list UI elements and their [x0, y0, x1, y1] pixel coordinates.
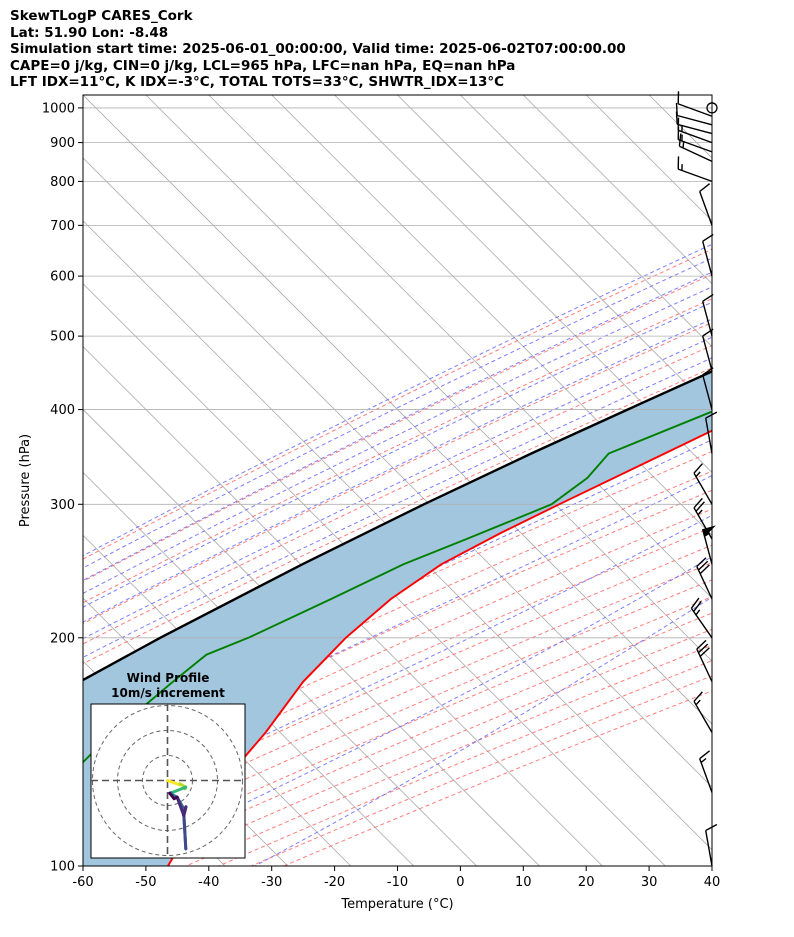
y-tick-label: 600 [50, 270, 75, 285]
dry-adiabat-line [83, 544, 712, 823]
wind-barb [705, 411, 718, 454]
cape-line: CAPE=0 j/kg, CIN=0 j/kg, LCL=965 hPa, LF… [10, 57, 516, 74]
wind-barb [693, 497, 713, 540]
x-tick-label: -40 [198, 875, 219, 890]
y-tick-label: 300 [50, 498, 75, 513]
wind-barb [699, 183, 713, 226]
y-tick-label: 700 [50, 219, 75, 234]
isotherm-line [83, 346, 603, 866]
time-line: Simulation start time: 2025-06-01_00:00:… [10, 41, 626, 57]
isotherm-line [334, 95, 712, 473]
moist-adiabat-line [83, 257, 712, 569]
dry-adiabat-line [83, 344, 712, 645]
moist-adiabat-line [83, 301, 712, 608]
dry-adiabat-line [83, 367, 712, 665]
wind-barb [696, 639, 713, 683]
isotherm-line [83, 534, 414, 866]
isotherm-line [271, 95, 712, 536]
x-tick-label: 10 [515, 875, 532, 890]
hodograph-trace-segment [166, 779, 182, 787]
x-tick-label: 40 [704, 875, 721, 890]
mixing-ratio-lines [726, 95, 794, 305]
x-tick-label: -60 [72, 875, 93, 890]
wind-barb [678, 133, 713, 163]
isotherm-line [397, 95, 712, 411]
isotherm-line [711, 95, 712, 96]
indices-line: LFT IDX=11°C, K IDX=-3°C, TOTAL TOTS=33°… [10, 74, 505, 90]
dry-adiabat-line [83, 450, 712, 739]
wind-barb [675, 111, 713, 135]
mixing-ratio-line [726, 95, 794, 305]
dry-adiabat-line [83, 470, 712, 757]
x-tick-label: -10 [387, 875, 408, 890]
hodograph-trace-segment [175, 795, 186, 817]
isotherm-line [83, 157, 712, 788]
wind-barb [677, 91, 713, 117]
x-tick-label: -30 [261, 875, 282, 890]
x-tick-label: 20 [578, 875, 595, 890]
wind-barb [693, 691, 713, 733]
y-tick-label: 400 [50, 403, 75, 418]
wind-barb [693, 463, 713, 505]
wind-barb [699, 750, 713, 793]
isotherm-line [585, 95, 712, 222]
wind-barb [677, 117, 713, 144]
y-tick-label: 800 [50, 175, 75, 190]
wind-barb [677, 156, 713, 183]
x-tick-label: -20 [324, 875, 345, 890]
hodograph-trace-segment [170, 785, 188, 795]
location-line: Lat: 51.90 Lon: -8.48 [10, 24, 169, 41]
y-tick-label: 100 [50, 860, 75, 875]
wind-barb [702, 328, 714, 371]
wind-barb [696, 557, 713, 600]
x-axis-label: Temperature (°C) [340, 897, 453, 912]
wind-barb-flag [702, 525, 716, 538]
x-tick-label: 30 [641, 875, 658, 890]
moist-adiabat-line [83, 514, 712, 822]
dry-adiabat-line [83, 526, 712, 807]
wind-barb [690, 597, 713, 639]
dry-adiabat-line [83, 248, 712, 560]
isotherm-line [460, 95, 712, 348]
hodograph-title: Wind Profile [127, 671, 210, 685]
isotherm-line [523, 95, 712, 285]
isotherm-line [83, 95, 712, 725]
isotherms [83, 95, 794, 866]
moist-adiabat-line [83, 318, 712, 623]
moist-adiabat-line [83, 271, 712, 581]
hodograph-trace-segment [182, 813, 188, 851]
x-tick-label: 0 [456, 875, 464, 890]
hodograph-subtitle: 10m/s increment [111, 686, 225, 700]
y-tick-label: 200 [50, 631, 75, 646]
moist-adiabat-line [83, 474, 712, 775]
wind-barbs [675, 91, 718, 867]
hodograph-trace-segment [168, 791, 176, 801]
isotherm-line [775, 95, 794, 866]
temperature-line [167, 429, 712, 866]
chart-title: SkewTLogP CARES_Cork [10, 8, 193, 24]
dewpoint-line [83, 410, 712, 764]
wind-barb [705, 823, 718, 867]
isotherm-line [83, 471, 477, 866]
wind-barb [702, 367, 714, 410]
y-axis-label: Pressure (hPa) [18, 434, 33, 527]
y-tick-label: 900 [50, 136, 75, 151]
moist-adiabat-line [83, 357, 712, 658]
wind-barb [702, 233, 714, 277]
isotherm-line [83, 408, 540, 866]
pressure-gridlines [83, 107, 712, 866]
wind-barb-calm [706, 102, 718, 114]
isotherm-line [83, 220, 712, 851]
isotherm-line [648, 95, 712, 159]
parcel-profile-line [83, 370, 712, 682]
y-tick-label: 500 [50, 330, 75, 345]
y-tick-label: 1000 [42, 101, 75, 116]
x-tick-label: -50 [135, 875, 156, 890]
moist-adiabat-line [83, 336, 712, 640]
dry-adiabat-line [83, 273, 712, 582]
chart-header: SkewTLogP CARES_Cork Lat: 51.90 Lon: -8.… [10, 8, 626, 91]
